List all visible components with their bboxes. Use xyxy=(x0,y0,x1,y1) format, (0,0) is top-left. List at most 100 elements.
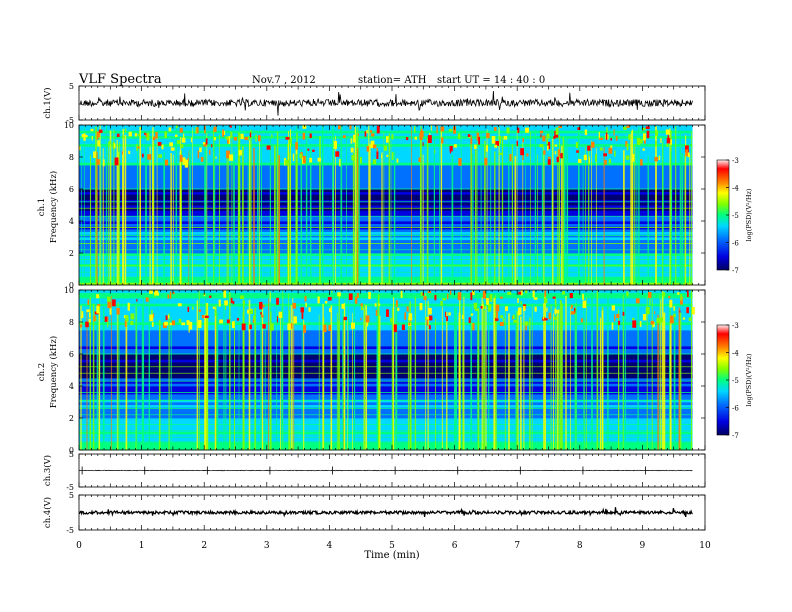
emission-speckle xyxy=(112,142,115,150)
emission-speckle xyxy=(167,294,170,299)
start-time-label: start UT = 14 : 40 : 0 xyxy=(437,75,545,86)
emission-speckle xyxy=(670,139,672,145)
frequency-band xyxy=(79,197,693,201)
emission-speckle xyxy=(418,157,421,162)
emission-speckle xyxy=(292,302,296,309)
emission-speckle xyxy=(122,154,124,157)
emission-speckle xyxy=(428,307,432,315)
colorbar-tick-label: -7 xyxy=(732,267,739,275)
emission-speckle xyxy=(449,146,453,152)
frequency-band xyxy=(79,354,693,358)
emission-speckle xyxy=(614,314,616,322)
emission-speckle xyxy=(114,157,119,166)
frequency-band xyxy=(79,141,693,145)
emission-speckle xyxy=(560,153,563,159)
emission-speckle xyxy=(526,153,529,157)
emission-speckle xyxy=(558,149,561,158)
emission-speckle xyxy=(639,321,642,327)
emission-speckle xyxy=(260,312,262,315)
emission-speckle xyxy=(242,300,245,305)
emission-speckle xyxy=(610,145,613,150)
emission-speckle xyxy=(301,312,304,319)
emission-speckle xyxy=(611,305,615,311)
emission-speckle xyxy=(546,133,550,139)
emission-speckle xyxy=(307,148,310,151)
emission-speckle xyxy=(523,305,526,311)
emission-speckle xyxy=(476,132,480,141)
emission-speckle xyxy=(255,134,257,142)
frequency-band xyxy=(79,255,693,259)
emission-speckle xyxy=(80,315,83,318)
emission-speckle xyxy=(136,144,138,151)
y-axis-label: ch.1(V) xyxy=(42,87,53,118)
colorbar-tick-label: -4 xyxy=(732,185,739,193)
emission-speckle xyxy=(547,159,551,165)
emission-speckle xyxy=(610,138,612,141)
emission-speckle xyxy=(522,138,524,143)
emission-speckle xyxy=(615,135,618,141)
frequency-band xyxy=(79,444,693,448)
emission-speckle xyxy=(300,307,304,313)
emission-speckle xyxy=(525,324,527,331)
x-tick-label: 10 xyxy=(699,541,711,551)
emission-speckle xyxy=(687,290,689,297)
waveform-line xyxy=(78,507,693,518)
emission-speckle xyxy=(226,319,230,324)
emission-speckle xyxy=(547,141,551,150)
frequency-band xyxy=(79,306,693,310)
x-tick-label: 0 xyxy=(76,541,82,551)
frequency-band xyxy=(79,189,693,193)
emission-speckle xyxy=(356,292,359,298)
emission-speckle xyxy=(343,316,347,321)
emission-speckle xyxy=(641,127,646,131)
emission-speckle xyxy=(149,314,154,322)
emission-speckle xyxy=(449,148,452,154)
emission-speckle xyxy=(195,127,197,134)
emission-speckle xyxy=(302,125,307,129)
frequency-band xyxy=(79,205,693,209)
emission-speckle xyxy=(544,318,548,321)
emission-speckle xyxy=(125,315,129,322)
emission-speckle xyxy=(96,159,100,165)
emission-speckle xyxy=(554,296,556,304)
frequency-band xyxy=(79,127,693,131)
emission-speckle xyxy=(558,125,562,129)
emission-speckle xyxy=(348,293,353,300)
frequency-band xyxy=(79,250,693,254)
emission-speckle xyxy=(302,155,306,164)
emission-speckle xyxy=(457,133,461,140)
emission-speckle xyxy=(414,136,417,140)
emission-speckle xyxy=(240,295,244,299)
emission-speckle xyxy=(295,142,298,150)
frequency-band xyxy=(79,319,693,323)
emission-speckle xyxy=(188,321,193,330)
emission-speckle xyxy=(285,136,290,140)
emission-speckle xyxy=(419,303,423,311)
frequency-band xyxy=(79,178,693,182)
emission-speckle xyxy=(522,153,524,161)
emission-speckle xyxy=(261,314,264,318)
emission-speckle xyxy=(266,145,271,150)
frequency-band xyxy=(79,237,693,241)
emission-speckle xyxy=(371,133,375,137)
colorbar-tick-label: -5 xyxy=(732,377,739,385)
emission-speckle xyxy=(170,147,175,151)
emission-speckle xyxy=(87,299,89,305)
frequency-band xyxy=(79,322,693,326)
emission-speckle xyxy=(199,147,202,153)
y-tick-label: 6 xyxy=(69,185,74,194)
emission-speckle xyxy=(599,147,603,151)
emission-speckle xyxy=(312,149,315,152)
x-tick-label: 5 xyxy=(389,541,395,551)
emission-speckle xyxy=(201,315,205,319)
emission-speckle xyxy=(525,127,529,133)
y-axis-label: Frequency (kHz) xyxy=(48,171,59,243)
waveform-line xyxy=(78,469,693,472)
frequency-band xyxy=(79,210,693,214)
emission-speckle xyxy=(645,126,650,129)
emission-speckle xyxy=(470,138,473,144)
emission-speckle xyxy=(232,300,235,305)
emission-speckle xyxy=(405,137,409,141)
emission-speckle xyxy=(230,297,233,304)
emission-speckle xyxy=(658,155,661,160)
